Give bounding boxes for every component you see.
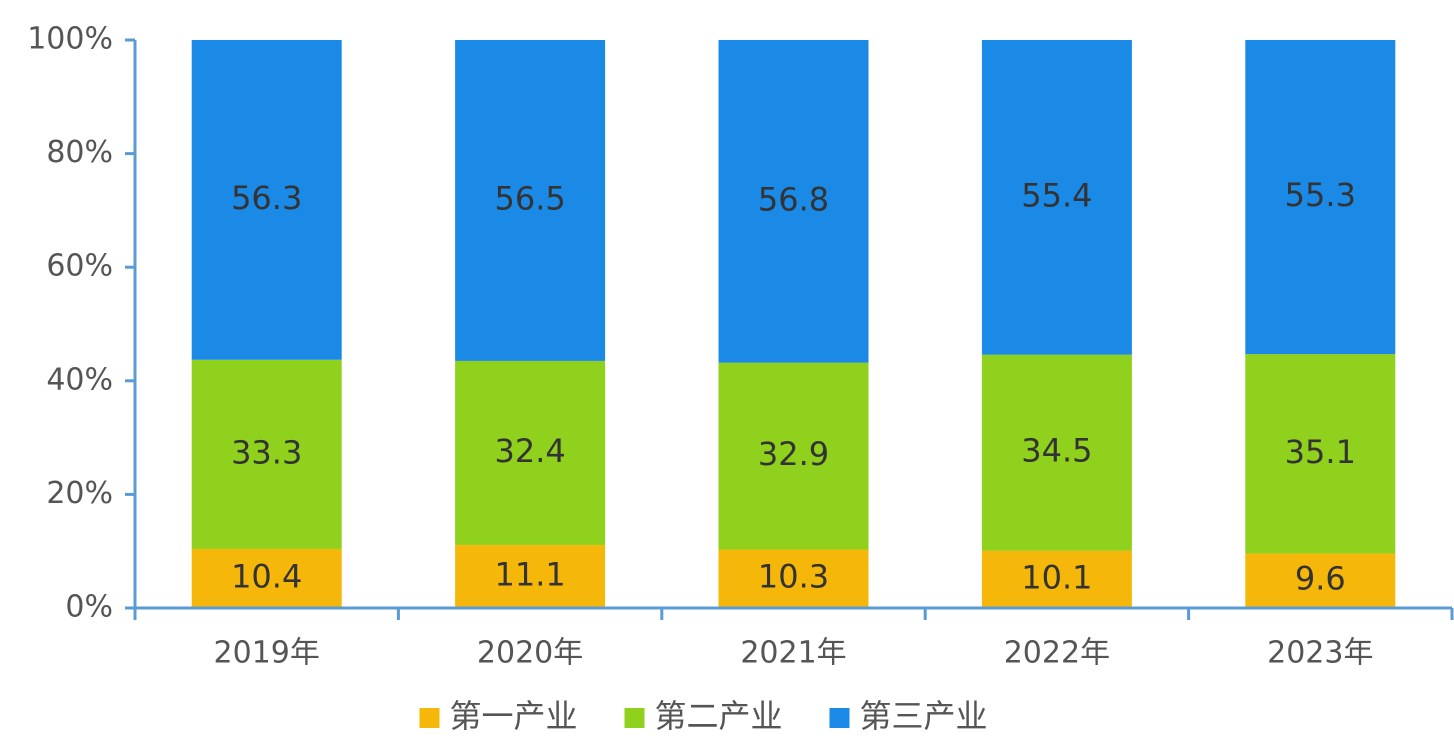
legend-swatch — [624, 708, 645, 728]
y-tick-label: 20% — [46, 476, 113, 511]
data-label: 56.5 — [494, 179, 565, 217]
bar-segment — [191, 359, 342, 549]
bar-segment — [191, 548, 342, 608]
data-label: 10.4 — [231, 557, 302, 595]
x-tick-label: 2019年 — [214, 636, 320, 671]
legend-swatch — [419, 708, 440, 728]
legend-label: 第一产业 — [450, 697, 578, 735]
bar-segment — [1245, 553, 1396, 608]
bar-segment — [718, 40, 869, 363]
y-tick-label: 80% — [46, 135, 113, 170]
data-label: 34.5 — [1021, 432, 1092, 470]
data-label: 11.1 — [494, 555, 565, 593]
x-tick-label: 2022年 — [1004, 636, 1110, 671]
bar-segment — [1245, 40, 1396, 355]
bar-segment — [981, 550, 1132, 608]
data-label: 56.8 — [758, 180, 829, 218]
bar-segment — [981, 354, 1132, 551]
data-label: 10.3 — [758, 558, 829, 596]
data-label: 10.1 — [1021, 558, 1092, 596]
legend-swatch — [829, 708, 850, 728]
bar-segment — [1245, 354, 1396, 554]
data-label: 35.1 — [1285, 433, 1356, 471]
data-label: 55.3 — [1285, 176, 1356, 214]
bar-segment — [718, 362, 869, 550]
y-tick-label: 100% — [27, 22, 113, 57]
data-label: 32.9 — [758, 435, 829, 473]
bar-segment — [981, 40, 1132, 355]
x-tick-label: 2021年 — [740, 636, 846, 671]
legend-label: 第二产业 — [655, 697, 783, 735]
y-tick-label: 60% — [46, 249, 113, 284]
data-label: 56.3 — [231, 179, 302, 217]
data-label: 9.6 — [1295, 560, 1346, 598]
data-label: 55.4 — [1021, 176, 1092, 214]
x-tick-label: 2020年 — [477, 636, 583, 671]
bar-segment — [191, 40, 342, 360]
data-label: 33.3 — [231, 433, 302, 471]
bar-segment — [455, 544, 606, 608]
y-tick-label: 0% — [65, 590, 113, 625]
y-tick-label: 40% — [46, 362, 113, 397]
bar-segment — [455, 360, 606, 545]
bar-segment — [718, 549, 869, 608]
legend-label: 第三产业 — [860, 697, 988, 735]
bar-segment — [455, 40, 606, 361]
x-tick-label: 2023年 — [1267, 636, 1373, 671]
data-label: 32.4 — [494, 432, 565, 470]
